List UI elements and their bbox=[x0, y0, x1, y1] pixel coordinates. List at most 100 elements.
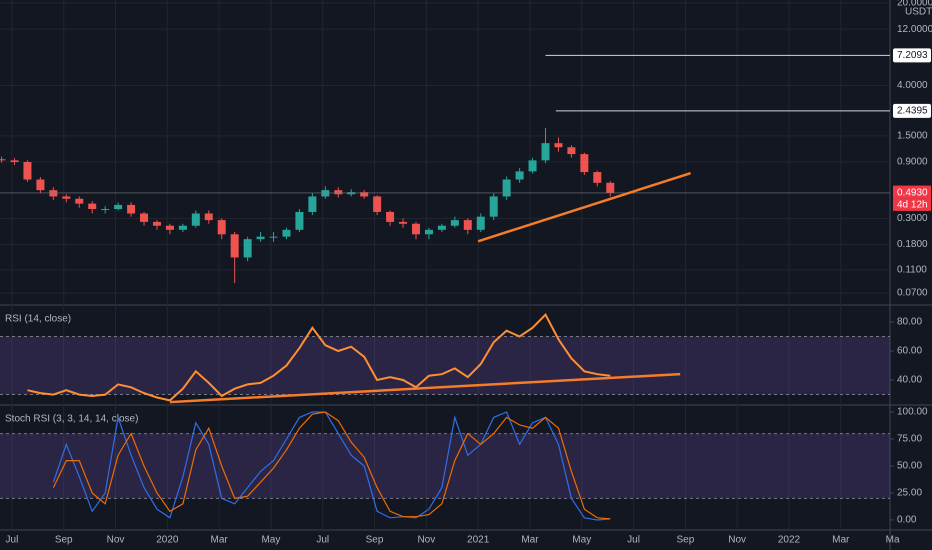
candle-body bbox=[347, 192, 356, 195]
candle-body bbox=[230, 234, 239, 258]
candle-body bbox=[580, 154, 589, 173]
candle-body bbox=[308, 196, 317, 212]
y-tick-label: 0.1100 bbox=[897, 264, 927, 275]
x-tick-label: Jul bbox=[6, 535, 19, 546]
y-tick-label: 0.9000 bbox=[897, 157, 928, 168]
candle-body bbox=[515, 171, 524, 180]
x-tick-label: Ma bbox=[886, 535, 900, 546]
price-label: 0.4930 bbox=[897, 188, 928, 199]
x-tick-label: Jul bbox=[316, 535, 329, 546]
candle-body bbox=[528, 160, 537, 172]
y-tick-label: 0.0700 bbox=[897, 288, 928, 299]
level-box bbox=[893, 48, 931, 63]
candle-body bbox=[269, 236, 278, 238]
candle-body bbox=[295, 211, 304, 230]
candle-body bbox=[165, 225, 174, 230]
trendline bbox=[477, 171, 691, 243]
candle-body bbox=[606, 182, 615, 193]
candle-body bbox=[554, 143, 563, 148]
pane-title: Stoch RSI (3, 3, 14, 14, close) bbox=[5, 414, 138, 425]
candle-body bbox=[502, 179, 511, 197]
level-box bbox=[893, 103, 931, 118]
candle-body bbox=[0, 159, 6, 161]
candle-body bbox=[127, 204, 136, 214]
unit-label: USDT bbox=[905, 7, 932, 18]
candle-body bbox=[411, 223, 420, 235]
y-tick-label: 20.0000 bbox=[897, 0, 932, 9]
y-tick-label: 60.00 bbox=[897, 346, 922, 357]
candle-body bbox=[204, 213, 213, 221]
y-tick-label: 0.1800 bbox=[897, 239, 928, 250]
y-tick-label: 75.00 bbox=[897, 434, 922, 445]
x-tick-label: Sep bbox=[366, 535, 384, 546]
y-tick-label: 25.00 bbox=[897, 488, 922, 499]
candle-body bbox=[23, 162, 32, 180]
candle-body bbox=[463, 220, 472, 230]
x-tick-label: Mar bbox=[521, 535, 539, 546]
y-tick-label: 0.00 bbox=[897, 515, 917, 526]
candle-body bbox=[360, 192, 369, 197]
candle-body bbox=[75, 198, 84, 204]
candle-body bbox=[399, 221, 408, 224]
candle-body bbox=[88, 203, 97, 210]
candle-body bbox=[178, 225, 187, 230]
x-tick-label: 2022 bbox=[778, 535, 801, 546]
x-tick-label: May bbox=[261, 535, 280, 546]
countdown-box bbox=[893, 198, 931, 211]
x-tick-label: 2021 bbox=[467, 535, 490, 546]
candle-body bbox=[386, 211, 395, 222]
pane-title: RSI (14, close) bbox=[5, 314, 71, 325]
candle-body bbox=[476, 216, 485, 230]
y-tick-label: 4.0000 bbox=[897, 80, 928, 91]
candle-body bbox=[114, 204, 123, 210]
price-box bbox=[893, 186, 931, 199]
candle-body bbox=[450, 220, 459, 226]
candle-body bbox=[191, 213, 200, 226]
y-tick-label: 50.00 bbox=[897, 461, 922, 472]
x-tick-label: 2020 bbox=[156, 535, 179, 546]
candle-body bbox=[36, 179, 45, 191]
candle-body bbox=[424, 229, 433, 235]
candle-body bbox=[10, 160, 19, 163]
y-tick-label: 1.5000 bbox=[897, 130, 928, 141]
stoch-line bbox=[52, 411, 611, 521]
x-tick-label: Mar bbox=[211, 535, 229, 546]
candle-body bbox=[373, 196, 382, 212]
level-label: 2.4395 bbox=[897, 106, 928, 117]
x-tick-label: Mar bbox=[832, 535, 850, 546]
y-tick-label: 40.00 bbox=[897, 375, 922, 386]
rsi-line bbox=[27, 313, 611, 402]
candle-body bbox=[256, 236, 265, 240]
trendline bbox=[169, 372, 681, 404]
stoch-line bbox=[52, 411, 611, 520]
candle-body bbox=[152, 221, 161, 226]
x-tick-label: Nov bbox=[107, 535, 125, 546]
y-tick-label: 0.3000 bbox=[897, 213, 928, 224]
candle-body bbox=[282, 229, 291, 237]
x-tick-label: Nov bbox=[417, 535, 435, 546]
candle-body bbox=[321, 190, 330, 197]
y-tick-label: 12.0000 bbox=[897, 24, 932, 35]
candle-body bbox=[243, 239, 252, 258]
x-tick-label: May bbox=[572, 535, 591, 546]
candle-body bbox=[62, 196, 71, 199]
y-tick-label: 100.00 bbox=[897, 407, 928, 418]
candle-body bbox=[140, 213, 149, 222]
candle-body bbox=[437, 225, 446, 230]
x-tick-label: Jul bbox=[627, 535, 640, 546]
candle-body bbox=[101, 209, 110, 211]
candle-body bbox=[334, 190, 343, 195]
candle-body bbox=[489, 196, 498, 217]
x-tick-label: Sep bbox=[55, 535, 73, 546]
x-tick-label: Nov bbox=[728, 535, 746, 546]
candle-body bbox=[567, 147, 576, 155]
y-tick-label: 80.00 bbox=[897, 317, 922, 328]
x-tick-label: Sep bbox=[676, 535, 694, 546]
candle-body bbox=[593, 172, 602, 183]
level-label: 7.2093 bbox=[897, 50, 928, 61]
band-fill bbox=[0, 433, 890, 499]
candle-body bbox=[217, 220, 226, 235]
candle-body bbox=[541, 143, 550, 161]
candle-body bbox=[49, 190, 58, 197]
